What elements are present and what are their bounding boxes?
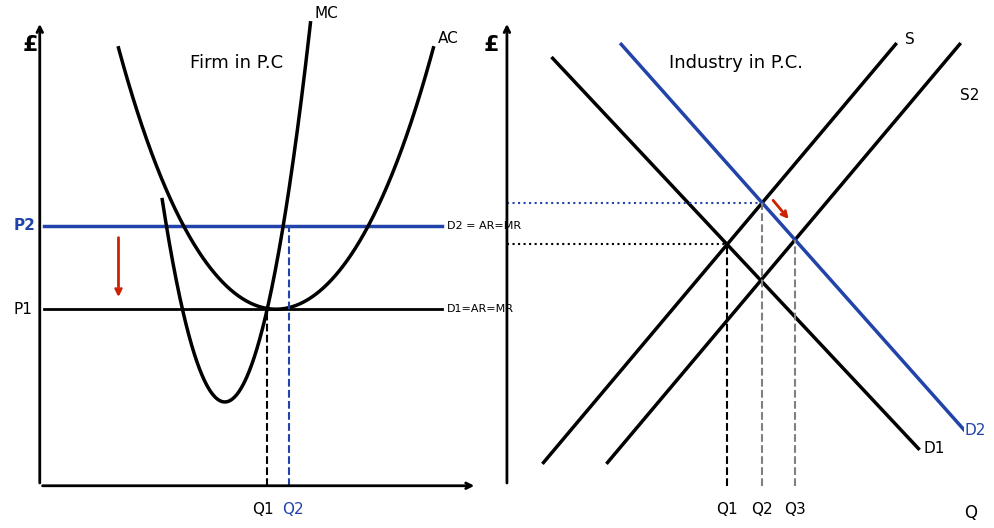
Text: Q1: Q1 <box>717 502 738 516</box>
Text: Q1: Q1 <box>252 502 273 516</box>
Text: D2: D2 <box>964 422 986 438</box>
Text: Q2: Q2 <box>751 502 773 516</box>
Text: D2 = AR=MR: D2 = AR=MR <box>446 221 521 231</box>
Text: D1=AR=MR: D1=AR=MR <box>446 304 514 314</box>
Text: Firm in P.C: Firm in P.C <box>190 54 283 72</box>
Text: Industry in P.C.: Industry in P.C. <box>669 54 802 72</box>
Text: P1: P1 <box>14 301 33 317</box>
Text: MC: MC <box>315 6 339 21</box>
Text: £: £ <box>484 35 500 55</box>
Text: S: S <box>905 32 914 48</box>
Text: Q3: Q3 <box>784 502 806 516</box>
Text: S2: S2 <box>959 88 979 103</box>
Text: P2: P2 <box>14 218 36 233</box>
Text: Q: Q <box>964 504 977 522</box>
Text: £: £ <box>22 35 38 55</box>
Text: Q2: Q2 <box>282 502 304 516</box>
Text: D1: D1 <box>923 441 944 456</box>
Text: AC: AC <box>437 31 458 46</box>
